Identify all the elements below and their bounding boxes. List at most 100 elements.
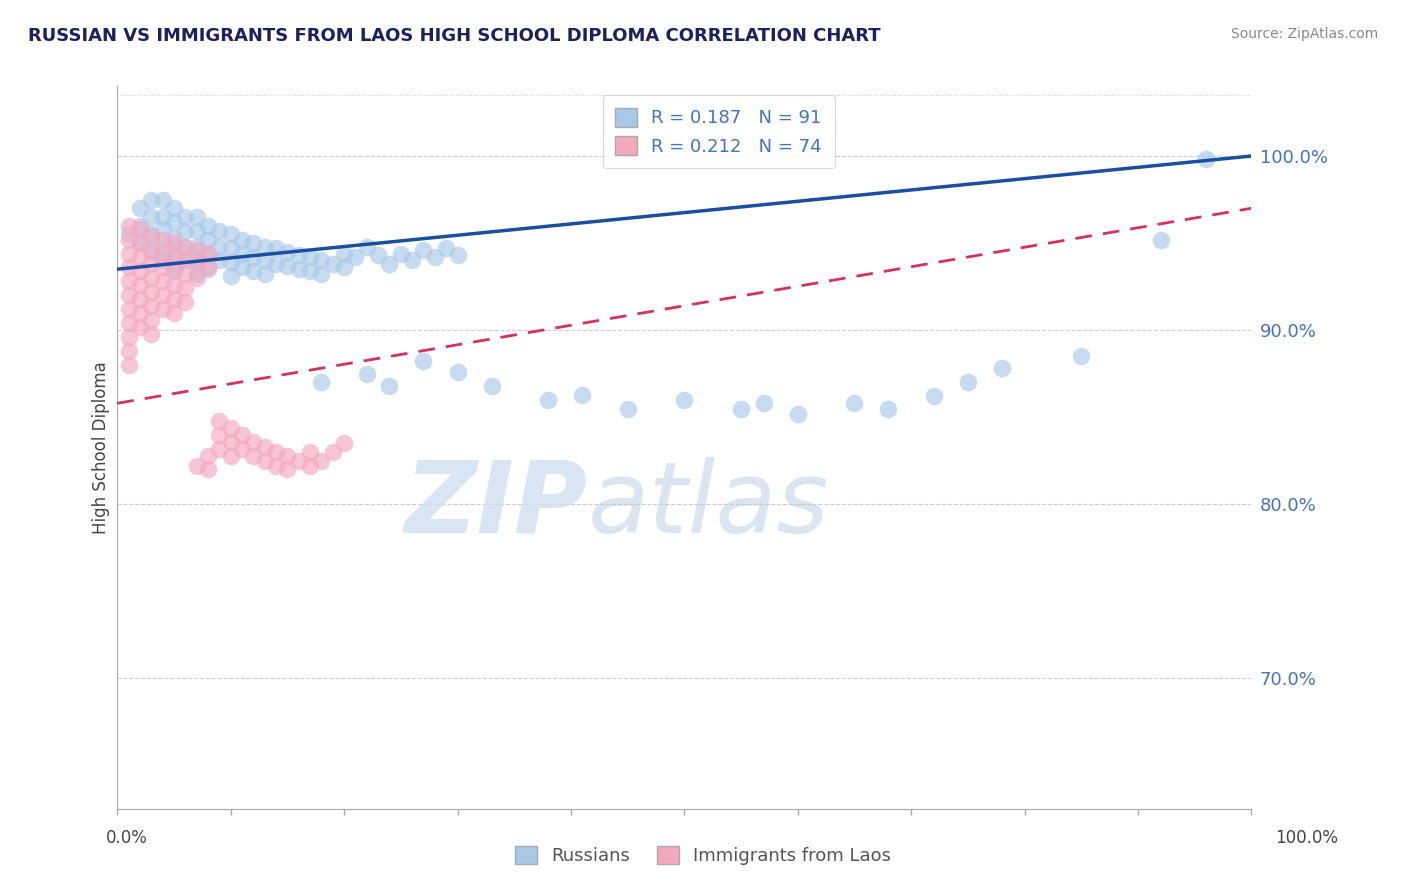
Point bbox=[311, 268, 333, 282]
Point bbox=[186, 210, 208, 224]
Point bbox=[152, 233, 174, 247]
Point bbox=[378, 257, 401, 271]
Point bbox=[922, 389, 945, 403]
Point bbox=[991, 361, 1014, 376]
Point bbox=[141, 312, 163, 326]
Point bbox=[152, 222, 174, 236]
Point bbox=[197, 462, 219, 476]
Point bbox=[264, 445, 287, 459]
Point bbox=[673, 392, 696, 407]
Point bbox=[276, 449, 298, 463]
Point bbox=[117, 302, 139, 317]
Point bbox=[117, 246, 139, 260]
Point bbox=[616, 401, 638, 416]
Point bbox=[117, 233, 139, 247]
Point bbox=[163, 236, 186, 251]
Point bbox=[174, 281, 197, 295]
Point bbox=[152, 239, 174, 253]
Point bbox=[1070, 349, 1092, 363]
Point bbox=[219, 420, 242, 434]
Point bbox=[208, 239, 231, 253]
Point bbox=[152, 210, 174, 224]
Point bbox=[299, 458, 322, 473]
Text: 100.0%: 100.0% bbox=[1275, 830, 1339, 847]
Point bbox=[333, 436, 356, 450]
Point bbox=[276, 462, 298, 476]
Point bbox=[389, 246, 412, 260]
Point bbox=[446, 248, 468, 262]
Point bbox=[129, 306, 152, 320]
Point bbox=[537, 392, 560, 407]
Point bbox=[174, 295, 197, 310]
Point bbox=[141, 257, 163, 271]
Point bbox=[197, 248, 219, 262]
Point bbox=[129, 222, 152, 236]
Point bbox=[299, 445, 322, 459]
Point bbox=[129, 250, 152, 264]
Point bbox=[129, 264, 152, 278]
Point bbox=[197, 219, 219, 233]
Point bbox=[242, 236, 264, 251]
Point bbox=[163, 250, 186, 264]
Point bbox=[117, 219, 139, 233]
Point bbox=[117, 358, 139, 372]
Text: atlas: atlas bbox=[588, 457, 830, 554]
Point bbox=[186, 253, 208, 268]
Point bbox=[117, 274, 139, 288]
Point bbox=[141, 193, 163, 207]
Point bbox=[956, 376, 979, 390]
Point bbox=[253, 239, 276, 253]
Point bbox=[129, 219, 152, 233]
Point bbox=[141, 210, 163, 224]
Point bbox=[163, 277, 186, 292]
Point bbox=[344, 250, 367, 264]
Point bbox=[276, 244, 298, 259]
Point bbox=[231, 246, 253, 260]
Point bbox=[152, 253, 174, 268]
Legend: R = 0.187   N = 91, R = 0.212   N = 74: R = 0.187 N = 91, R = 0.212 N = 74 bbox=[603, 95, 835, 169]
Point bbox=[186, 271, 208, 285]
Point bbox=[163, 231, 186, 245]
Point bbox=[208, 427, 231, 442]
Point bbox=[208, 442, 231, 456]
Point bbox=[174, 268, 197, 282]
Point bbox=[163, 264, 186, 278]
Point bbox=[481, 379, 503, 393]
Point bbox=[844, 396, 866, 410]
Point bbox=[242, 449, 264, 463]
Point bbox=[287, 248, 309, 262]
Point bbox=[186, 239, 208, 253]
Point bbox=[141, 243, 163, 257]
Text: ZIP: ZIP bbox=[405, 457, 588, 554]
Point bbox=[219, 241, 242, 255]
Point bbox=[231, 233, 253, 247]
Point bbox=[117, 288, 139, 302]
Point bbox=[231, 442, 253, 456]
Point bbox=[163, 246, 186, 260]
Point bbox=[242, 264, 264, 278]
Legend: Russians, Immigrants from Laos: Russians, Immigrants from Laos bbox=[506, 837, 900, 874]
Point bbox=[174, 253, 197, 268]
Point bbox=[423, 250, 446, 264]
Point bbox=[356, 239, 378, 253]
Point bbox=[174, 224, 197, 238]
Point bbox=[208, 414, 231, 428]
Point bbox=[117, 260, 139, 275]
Point bbox=[141, 227, 163, 242]
Point bbox=[333, 260, 356, 275]
Point bbox=[264, 257, 287, 271]
Point bbox=[299, 250, 322, 264]
Point bbox=[174, 210, 197, 224]
Y-axis label: High School Diploma: High School Diploma bbox=[93, 361, 110, 534]
Point bbox=[163, 201, 186, 215]
Text: Source: ZipAtlas.com: Source: ZipAtlas.com bbox=[1230, 27, 1378, 41]
Point bbox=[877, 401, 900, 416]
Point bbox=[174, 239, 197, 253]
Point bbox=[129, 201, 152, 215]
Point bbox=[219, 255, 242, 269]
Point bbox=[186, 243, 208, 257]
Point bbox=[186, 268, 208, 282]
Point bbox=[311, 253, 333, 268]
Point bbox=[1150, 233, 1173, 247]
Point bbox=[197, 246, 219, 260]
